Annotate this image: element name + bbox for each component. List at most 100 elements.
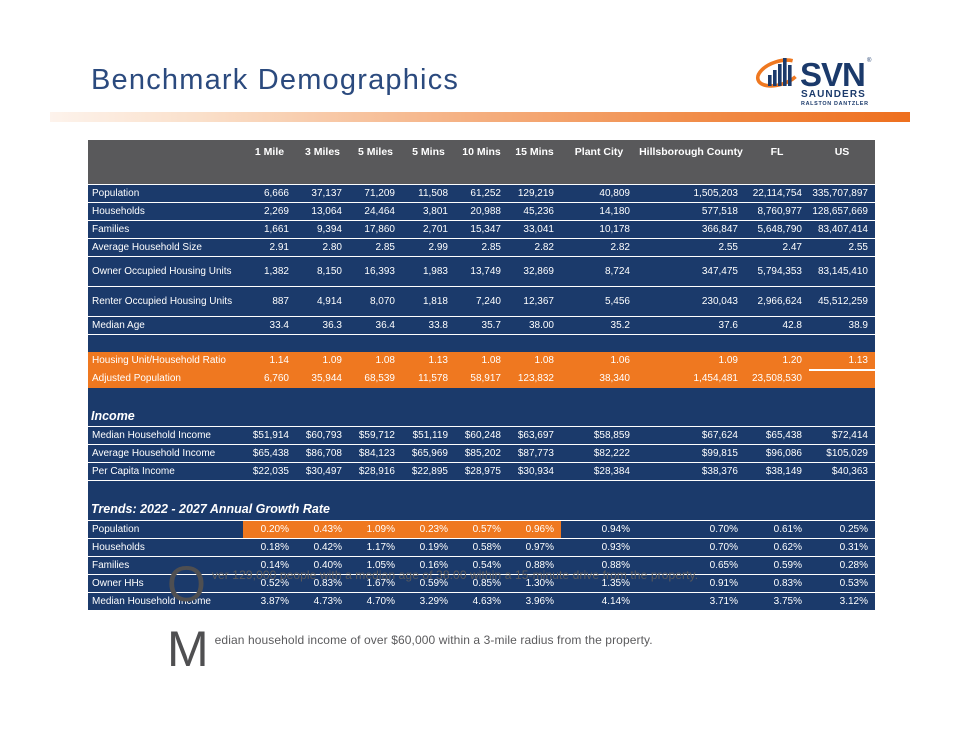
cell: 123,832 (508, 370, 561, 388)
column-header: FL (745, 140, 809, 185)
cell: 83,407,414 (809, 220, 875, 239)
dropcap: M (167, 621, 209, 677)
cell: 5,648,790 (745, 220, 809, 239)
cell: 1.17% (349, 537, 402, 557)
cell: 4.73% (296, 591, 349, 611)
cell: 0.43% (296, 519, 349, 539)
cell: 0.42% (296, 537, 349, 557)
cell: $30,497 (296, 462, 349, 482)
cell: 3.96% (508, 591, 561, 611)
row-label: Population (88, 519, 243, 539)
cell: 1.06 (561, 352, 637, 370)
spacer-cell (88, 334, 875, 352)
cell: 45,236 (508, 202, 561, 221)
svn-logo-ralston-text: RALSTON DANTZLER (801, 101, 869, 107)
cell: 38,340 (561, 370, 637, 388)
cell: 35,944 (296, 370, 349, 388)
row-label: Owner Occupied Housing Units (88, 256, 243, 287)
table-row: Renter Occupied Housing Units 887 4,914 8,0… (88, 286, 875, 317)
spacer-row (88, 334, 875, 352)
cell: $86,708 (296, 444, 349, 464)
cell: 2.55 (809, 238, 875, 257)
svn-logo-saunders-text: SAUNDERS (801, 89, 866, 100)
cell: 5,794,353 (745, 256, 809, 287)
cell: $60,248 (455, 426, 508, 446)
svn-logo: SVN ® SAUNDERS RALSTON DANTZLER (755, 56, 872, 107)
table-row: Owner HHs 0.52% 0.83% 1.67% 0.59% 0.85% 1.30% 1… (88, 573, 875, 593)
cell: 36.3 (296, 316, 349, 335)
dropcap: O (167, 556, 206, 612)
cell: 8,724 (561, 256, 637, 287)
cell: 887 (243, 286, 296, 317)
accent-bar (50, 112, 910, 122)
row-label: Housing Unit/Household Ratio (88, 352, 243, 370)
cell: 8,150 (296, 256, 349, 287)
cell: 0.52% (243, 573, 296, 593)
cell: 20,988 (455, 202, 508, 221)
cell: $105,029 (809, 444, 875, 464)
cell: 12,367 (508, 286, 561, 317)
section-header-row: Income (88, 405, 875, 427)
table-row: Median Household Income 3.87% 4.73% 4.70% 3.… (88, 591, 875, 611)
cell: $58,859 (561, 426, 637, 446)
cell: $99,815 (637, 444, 745, 464)
callout-population: O ver 129,000 people with a median age o… (167, 556, 887, 612)
cell: 1.09 (296, 352, 349, 370)
cell: $28,916 (349, 462, 402, 482)
cell: $72,414 (809, 426, 875, 446)
spacer-cell (88, 480, 875, 499)
cell: 6,666 (243, 184, 296, 203)
cell: 68,539 (349, 370, 402, 388)
cell: 3.12% (809, 591, 875, 611)
row-label: Households (88, 537, 243, 557)
cell: 16,393 (349, 256, 402, 287)
demographics-table: 1 Mile 3 Miles 5 Miles 5 Mins 10 Mins 15… (88, 140, 875, 611)
cell: $28,384 (561, 462, 637, 482)
cell: 0.25% (809, 519, 875, 539)
cell: 2,701 (402, 220, 455, 239)
cell: 1.14 (243, 352, 296, 370)
row-label: Households (88, 202, 243, 221)
table-row: Housing Unit/Household Ratio 1.14 1.09 1.08… (88, 352, 875, 371)
cell: 0.53% (809, 573, 875, 593)
row-label: Median Household Income (88, 591, 243, 611)
cell: 1,454,481 (637, 370, 745, 388)
cell: 0.54% (455, 555, 508, 575)
cell: 0.61% (745, 519, 809, 539)
cell: 1.13 (809, 352, 875, 371)
cell: 33,041 (508, 220, 561, 239)
cell: 2.85 (349, 238, 402, 257)
cell: 0.23% (402, 519, 455, 539)
svn-logo-bars-icon (755, 58, 803, 88)
row-label: Median Household Income (88, 426, 243, 446)
cell: $22,035 (243, 462, 296, 482)
table-row: Adjusted Population 6,760 35,944 68,539 11,5… (88, 370, 875, 388)
cell: 1,382 (243, 256, 296, 287)
cell: 0.18% (243, 537, 296, 557)
cell: 0.88% (508, 555, 561, 575)
cell: 0.97% (508, 537, 561, 557)
cell: 1.35% (561, 573, 637, 593)
cell: 11,508 (402, 184, 455, 203)
cell: 0.28% (809, 555, 875, 575)
spacer-row (88, 480, 875, 499)
cell: $82,222 (561, 444, 637, 464)
cell: 577,518 (637, 202, 745, 221)
cell: 0.31% (809, 537, 875, 557)
cell: 40,809 (561, 184, 637, 203)
cell: $87,773 (508, 444, 561, 464)
cell: 1,818 (402, 286, 455, 317)
column-header: 15 Mins (508, 140, 561, 185)
cell: 8,070 (349, 286, 402, 317)
cell: 3.87% (243, 591, 296, 611)
cell: 1.13 (402, 352, 455, 370)
cell: 38.00 (508, 316, 561, 335)
row-label: Average Household Size (88, 238, 243, 257)
cell: 61,252 (455, 184, 508, 203)
cell: 15,347 (455, 220, 508, 239)
cell: 0.20% (243, 519, 296, 539)
callout-text: ver 129,000 people with a median age of … (211, 568, 699, 582)
cell: 13,064 (296, 202, 349, 221)
cell: 9,394 (296, 220, 349, 239)
cell: 0.70% (637, 537, 745, 557)
